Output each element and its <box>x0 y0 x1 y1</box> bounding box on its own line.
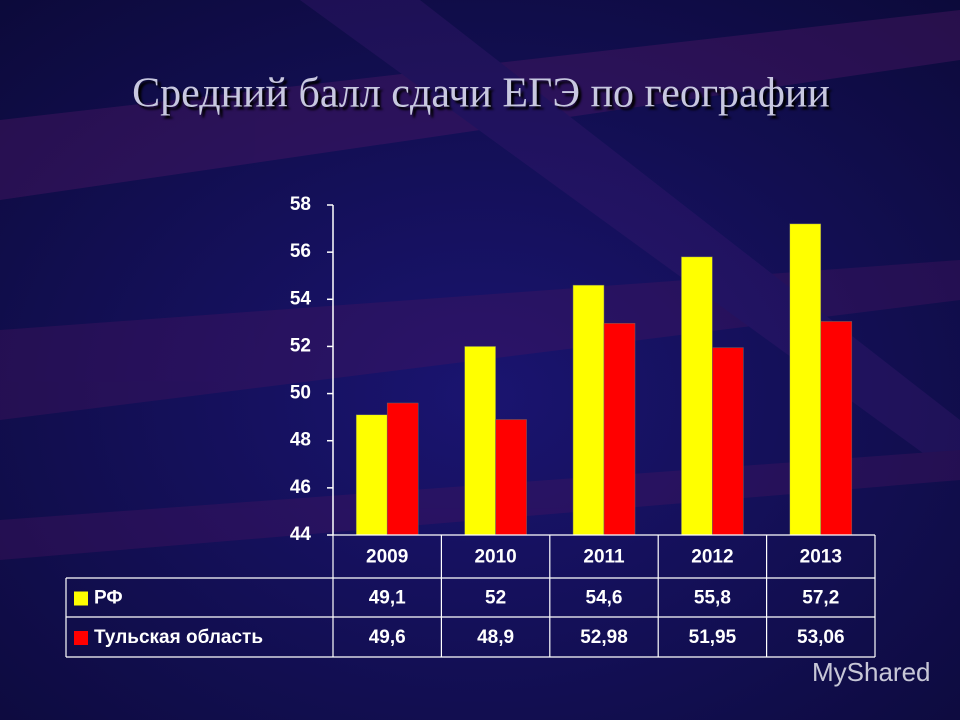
table-value: 54,6 <box>586 588 623 609</box>
legend-swatch <box>74 631 88 645</box>
table-value: 57,2 <box>802 588 839 609</box>
x-tick-label: 2012 <box>691 547 733 568</box>
y-tick-label: 58 <box>290 194 311 215</box>
watermark: MyShared <box>812 657 931 687</box>
y-tick-label: 44 <box>290 524 312 545</box>
bar <box>603 323 636 536</box>
x-tick-label: 2010 <box>474 547 516 568</box>
table-value: 52,98 <box>580 627 628 648</box>
table-value: 49,6 <box>369 627 406 648</box>
legend-label: РФ <box>94 588 123 609</box>
y-tick-label: 46 <box>290 477 311 498</box>
bar <box>495 419 527 536</box>
y-tick-label: 50 <box>290 383 311 404</box>
table-value: 55,8 <box>694 588 731 609</box>
bar <box>386 402 419 536</box>
y-tick-label: 48 <box>290 430 311 451</box>
y-tick-label: 52 <box>290 335 311 356</box>
bar <box>789 223 822 536</box>
table-value: 51,95 <box>689 627 737 648</box>
table-value: 52 <box>485 588 506 609</box>
x-tick-label: 2009 <box>366 547 408 568</box>
table-value: 53,06 <box>797 627 845 648</box>
x-tick-label: 2013 <box>800 547 842 568</box>
y-tick-label: 54 <box>290 288 312 309</box>
legend-swatch <box>74 591 88 606</box>
bar <box>572 284 605 536</box>
chart-title: Средний балл сдачи ЕГЭ по географии <box>132 71 830 117</box>
table-value: 49,1 <box>369 588 406 609</box>
x-tick-label: 2011 <box>583 547 625 568</box>
bar <box>820 321 853 536</box>
table-value: 48,9 <box>477 627 514 648</box>
legend-label: Тульская область <box>94 627 263 648</box>
bar <box>355 414 388 536</box>
bar <box>681 256 713 536</box>
y-tick-label: 56 <box>290 241 311 262</box>
bar <box>464 346 496 536</box>
bar <box>712 347 744 536</box>
